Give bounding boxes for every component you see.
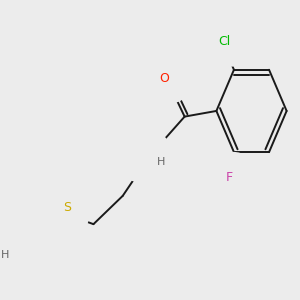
Text: F: F	[225, 171, 233, 184]
Text: N: N	[142, 151, 151, 164]
Text: H: H	[1, 250, 10, 260]
Text: O: O	[160, 72, 170, 85]
Text: N: N	[1, 235, 10, 248]
Text: Cl: Cl	[219, 35, 231, 48]
Text: H: H	[157, 157, 165, 167]
Text: S: S	[63, 201, 71, 214]
